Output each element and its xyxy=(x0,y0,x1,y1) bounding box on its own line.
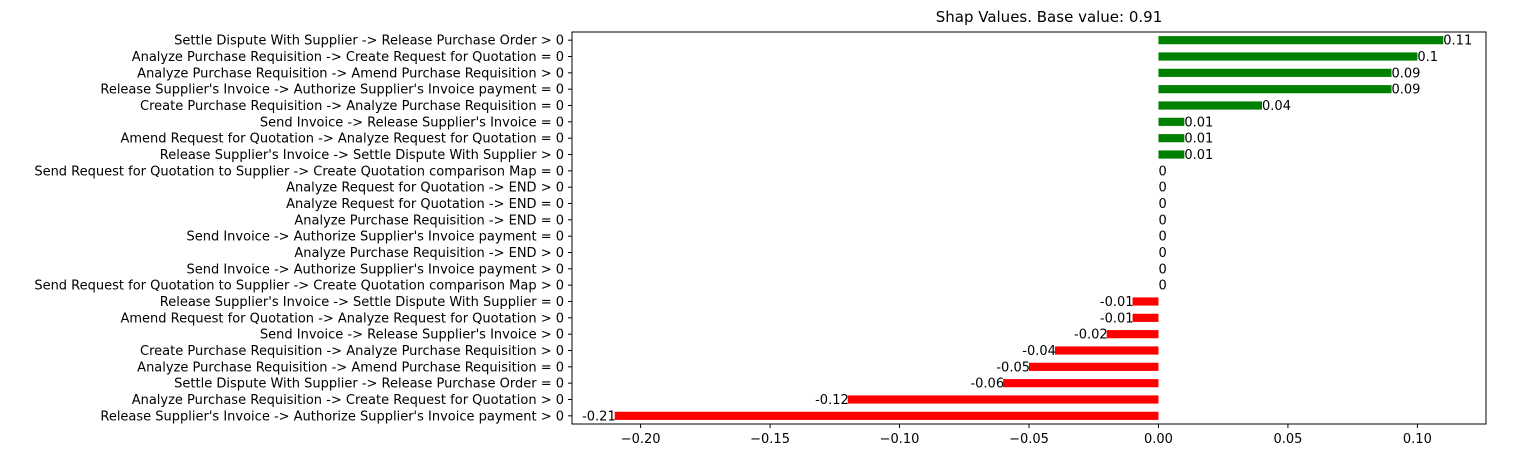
category-label: Settle Dispute With Supplier -> Release … xyxy=(174,377,564,392)
value-label: 0 xyxy=(1158,164,1166,179)
value-label: -0.05 xyxy=(996,360,1030,375)
x-tick-label: −0.05 xyxy=(1009,432,1049,447)
bar xyxy=(1029,362,1159,371)
value-label: -0.02 xyxy=(1074,328,1108,343)
value-label: 0.1 xyxy=(1417,50,1438,65)
category-label: Analyze Purchase Requisition -> END > 0 xyxy=(294,246,564,261)
category-label: Send Request for Quotation to Supplier -… xyxy=(34,164,564,179)
bar xyxy=(1158,68,1392,77)
bar xyxy=(1158,52,1418,61)
x-axis: −0.20 −0.15 −0.10 −0.05 0.00 0.05 0.10 xyxy=(621,424,1432,447)
value-label: -0.04 xyxy=(1022,344,1056,359)
value-label: 0.09 xyxy=(1391,83,1420,98)
category-label: Release Supplier's Invoice -> Authorize … xyxy=(100,409,564,424)
category-label: Analyze Purchase Requisition -> Create R… xyxy=(132,50,564,65)
value-label: 0 xyxy=(1158,262,1166,277)
category-label: Analyze Purchase Requisition -> END = 0 xyxy=(294,213,564,228)
x-tick-label: 0.05 xyxy=(1273,432,1302,447)
value-label: 0 xyxy=(1158,181,1166,196)
category-label: Amend Request for Quotation -> Analyze R… xyxy=(121,132,565,147)
value-label: -0.01 xyxy=(1100,295,1134,310)
bar xyxy=(1132,297,1159,306)
value-label: 0.09 xyxy=(1391,66,1420,81)
x-tick-label: −0.20 xyxy=(621,432,661,447)
bar xyxy=(1158,101,1263,110)
bar xyxy=(1158,117,1185,126)
bar xyxy=(1003,379,1159,388)
value-label: -0.12 xyxy=(815,393,849,408)
value-labels-group: 0.110.10.090.090.040.010.010.0100000000-… xyxy=(582,34,1472,425)
value-label: 0 xyxy=(1158,197,1166,212)
x-tick-label: −0.10 xyxy=(880,432,920,447)
x-tick-label: 0.10 xyxy=(1403,432,1432,447)
category-label: Settle Dispute With Supplier -> Release … xyxy=(174,34,564,49)
chart-title: Shap Values. Base value: 0.91 xyxy=(936,8,1163,26)
category-label: Send Invoice -> Authorize Supplier's Inv… xyxy=(186,262,564,277)
category-label: Create Purchase Requisition -> Analyze P… xyxy=(140,344,564,359)
value-label: 0.11 xyxy=(1443,34,1472,49)
category-label: Amend Request for Quotation -> Analyze R… xyxy=(121,311,565,326)
value-label: 0.01 xyxy=(1184,148,1213,163)
value-label: 0.01 xyxy=(1184,132,1213,147)
value-label: 0 xyxy=(1158,246,1166,261)
bar xyxy=(847,395,1159,404)
value-label: -0.21 xyxy=(582,409,616,424)
bars-group xyxy=(614,36,1444,420)
bar xyxy=(1106,330,1159,339)
category-label: Send Invoice -> Release Supplier's Invoi… xyxy=(260,115,564,130)
bar xyxy=(1158,150,1185,159)
x-tick-label: 0.00 xyxy=(1144,432,1173,447)
category-label: Analyze Request for Quotation -> END = 0 xyxy=(286,197,564,212)
bar xyxy=(1158,134,1185,143)
bar xyxy=(1158,36,1444,45)
x-tick-label: −0.15 xyxy=(750,432,790,447)
value-label: -0.01 xyxy=(1100,311,1134,326)
plot-frame xyxy=(571,31,1487,425)
bar xyxy=(614,411,1159,420)
value-label: 0.04 xyxy=(1262,99,1291,114)
value-label: 0.01 xyxy=(1184,115,1213,130)
category-label: Send Invoice -> Authorize Supplier's Inv… xyxy=(186,230,564,245)
bar xyxy=(1132,313,1159,322)
category-label: Release Supplier's Invoice -> Authorize … xyxy=(100,83,564,98)
category-label: Release Supplier's Invoice -> Settle Dis… xyxy=(160,295,564,310)
value-label: 0 xyxy=(1158,279,1166,294)
category-label: Analyze Purchase Requisition -> Amend Pu… xyxy=(137,360,564,375)
value-label: 0 xyxy=(1158,230,1166,245)
value-label: 0 xyxy=(1158,213,1166,228)
category-label: Analyze Request for Quotation -> END > 0 xyxy=(286,181,564,196)
bar xyxy=(1054,346,1159,355)
category-label: Release Supplier's Invoice -> Settle Dis… xyxy=(160,148,564,163)
category-labels-group: Settle Dispute With Supplier -> Release … xyxy=(34,34,572,424)
category-label: Send Request for Quotation to Supplier -… xyxy=(34,279,564,294)
value-label: -0.06 xyxy=(970,377,1004,392)
category-label: Analyze Purchase Requisition -> Create R… xyxy=(132,393,564,408)
category-label: Analyze Purchase Requisition -> Amend Pu… xyxy=(137,66,564,81)
category-label: Send Invoice -> Release Supplier's Invoi… xyxy=(260,328,564,343)
bar xyxy=(1158,85,1392,94)
category-label: Create Purchase Requisition -> Analyze P… xyxy=(140,99,564,114)
